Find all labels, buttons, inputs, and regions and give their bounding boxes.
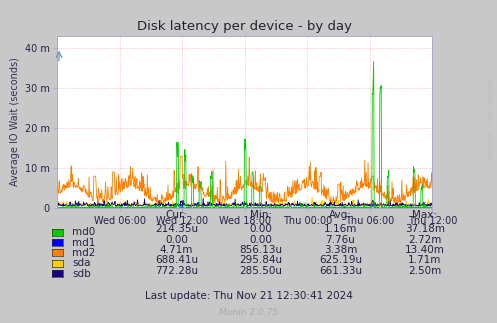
Text: 625.19u: 625.19u (319, 255, 362, 265)
Text: 772.28u: 772.28u (155, 266, 198, 276)
Title: Disk latency per device - by day: Disk latency per device - by day (137, 20, 352, 33)
Text: 0.00: 0.00 (249, 234, 272, 245)
Text: 0.00: 0.00 (249, 224, 272, 234)
Text: 7.76u: 7.76u (326, 234, 355, 245)
Text: Max:: Max: (413, 210, 437, 220)
Text: md1: md1 (72, 238, 95, 247)
Text: 2.72m: 2.72m (408, 234, 442, 245)
Y-axis label: Average IO Wait (seconds): Average IO Wait (seconds) (10, 57, 20, 186)
Text: 2.50m: 2.50m (409, 266, 441, 276)
Text: Cur:: Cur: (166, 210, 187, 220)
Text: 37.18m: 37.18m (405, 224, 445, 234)
Text: 856.13u: 856.13u (240, 245, 282, 255)
Text: Last update: Thu Nov 21 12:30:41 2024: Last update: Thu Nov 21 12:30:41 2024 (145, 291, 352, 301)
Text: 285.50u: 285.50u (240, 266, 282, 276)
Text: 214.35u: 214.35u (155, 224, 198, 234)
Text: 13.40m: 13.40m (405, 245, 445, 255)
Text: 1.71m: 1.71m (408, 255, 442, 265)
Text: Munin 2.0.75: Munin 2.0.75 (219, 308, 278, 317)
Text: 0.00: 0.00 (165, 234, 188, 245)
Text: sdb: sdb (72, 269, 91, 278)
Text: 661.33u: 661.33u (319, 266, 362, 276)
Text: 295.84u: 295.84u (240, 255, 282, 265)
Text: RRDTOOL / TOBI OETIKER: RRDTOOL / TOBI OETIKER (489, 79, 494, 160)
Text: Avg:: Avg: (329, 210, 352, 220)
Text: 1.16m: 1.16m (324, 224, 357, 234)
Text: Min:: Min: (250, 210, 272, 220)
Text: 688.41u: 688.41u (155, 255, 198, 265)
Text: 4.71m: 4.71m (160, 245, 193, 255)
Text: 3.38m: 3.38m (324, 245, 357, 255)
Text: md0: md0 (72, 227, 95, 237)
Text: sda: sda (72, 258, 90, 268)
Text: md2: md2 (72, 248, 95, 258)
